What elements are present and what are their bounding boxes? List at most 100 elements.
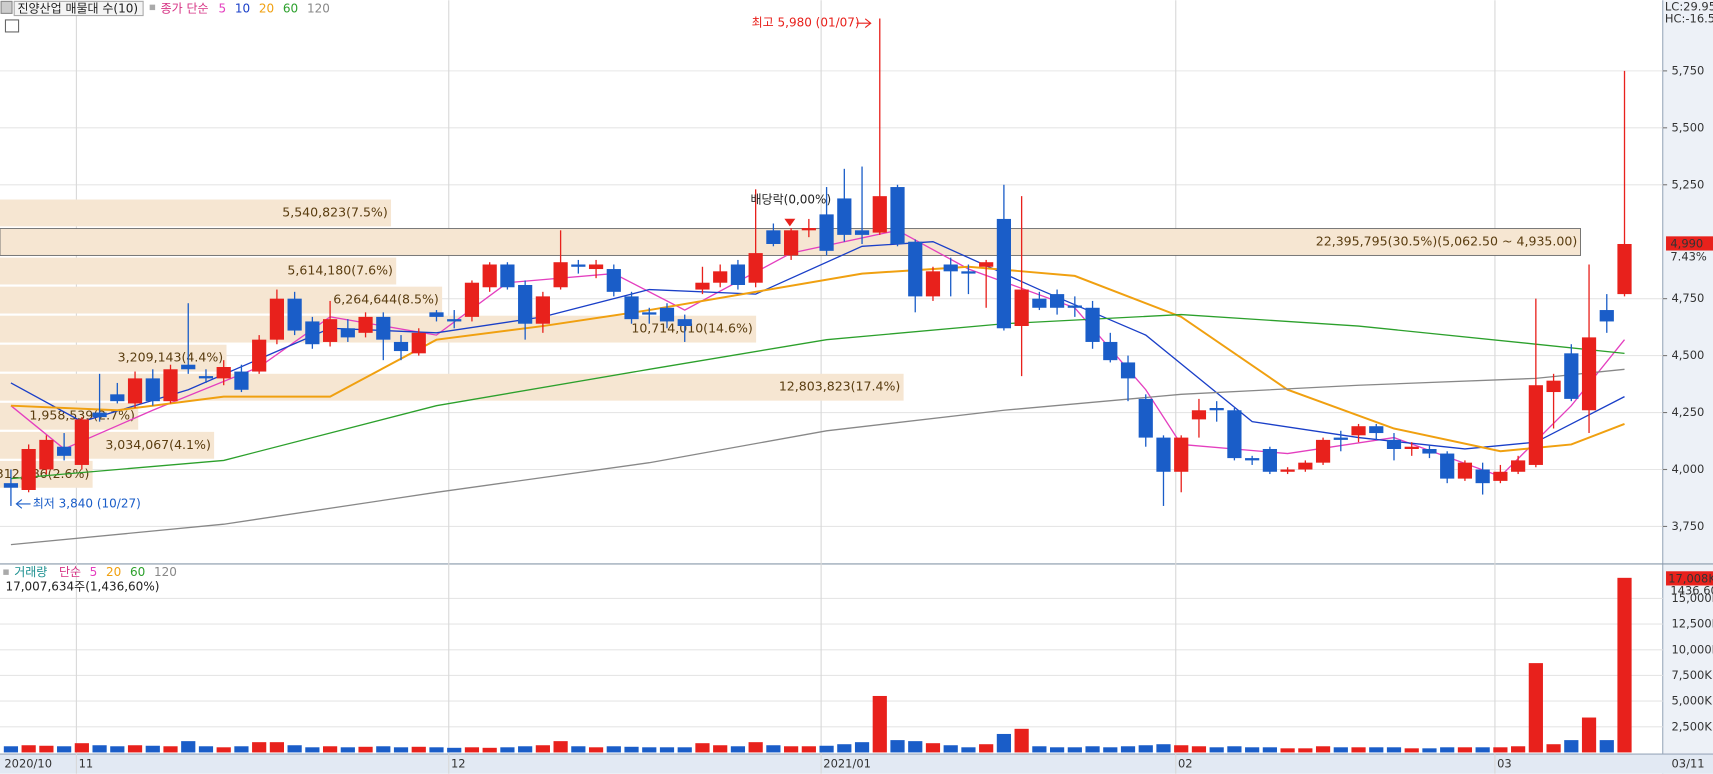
volume-bar — [553, 741, 568, 753]
volume-bar — [163, 746, 178, 753]
candle-body — [252, 339, 267, 372]
volume-bar — [1546, 744, 1561, 753]
volume-bar — [1333, 747, 1348, 753]
candle-body — [766, 230, 781, 244]
volume-band-label: 22,395,795(30.5%)(5,062.50 ~ 4,935.00) — [1316, 233, 1578, 248]
candle-body — [730, 264, 746, 285]
last-price-label: 4,990 — [1670, 236, 1703, 250]
candle-body — [1049, 294, 1065, 308]
table-icon[interactable] — [4, 19, 20, 33]
candle-body — [1032, 298, 1047, 308]
candle-body — [3, 483, 19, 488]
candle-body — [854, 230, 870, 235]
last-volume-label: 17,008K — [1668, 571, 1713, 585]
candle-body — [642, 312, 657, 315]
candle-body — [553, 262, 568, 288]
volume-bar — [1209, 747, 1224, 753]
y-tick-label: 4,750 — [1671, 291, 1704, 305]
volume-bar — [925, 743, 941, 753]
candle-body — [784, 230, 799, 256]
ex-dividend-marker — [784, 218, 796, 227]
volume-ratio-label: 1436.60 — [1670, 583, 1713, 597]
volume-bar — [1315, 746, 1331, 753]
legend-entry: 20 — [259, 2, 274, 16]
volume-bar — [801, 746, 816, 753]
volume-bar — [1599, 740, 1614, 753]
candle-body — [1067, 305, 1082, 308]
volume-bar — [837, 744, 852, 753]
candle-body — [837, 198, 852, 235]
volume-legend-entry: 60 — [130, 565, 145, 579]
legend-entry: 10 — [235, 2, 250, 16]
candle-body — [1617, 243, 1632, 295]
x-tick-label: 2020/10 — [4, 756, 52, 770]
y-tick-label: 5,250 — [1671, 177, 1704, 191]
low-arrow — [15, 499, 31, 509]
volume-bar — [1475, 747, 1490, 753]
hc-label: HC:-16.5 — [1665, 11, 1713, 25]
candle-body — [500, 264, 515, 288]
candle-body — [1191, 410, 1207, 420]
x-tick-label: 11 — [79, 756, 94, 770]
volume-bar — [1032, 746, 1047, 753]
volume-bar — [890, 740, 905, 753]
volume-bar — [713, 745, 728, 753]
ma-line — [10, 368, 1625, 546]
candle-body — [1475, 469, 1490, 484]
candle-body — [1103, 341, 1118, 361]
volume-bar — [784, 746, 799, 753]
menu-icon[interactable] — [0, 0, 13, 14]
volume-bar — [606, 746, 621, 753]
volume-bar — [908, 741, 923, 753]
volume-bar — [110, 746, 125, 753]
volume-bar — [411, 746, 426, 753]
candle-body — [234, 371, 249, 390]
volume-bar — [21, 745, 36, 753]
candle-body — [57, 446, 72, 456]
volume-bar — [500, 747, 515, 753]
volume-bar — [1245, 747, 1260, 753]
candle-body — [624, 296, 639, 320]
volume-bar — [127, 745, 143, 753]
candle-body — [110, 394, 125, 402]
legend-marker — [3, 569, 9, 575]
candle-body — [1120, 362, 1136, 379]
volume-bar — [1422, 748, 1437, 753]
volume-bar — [287, 745, 302, 753]
candle-body — [376, 316, 391, 340]
last-date: 03/11 — [1671, 756, 1704, 770]
volume-bar — [305, 747, 320, 753]
volume-bar — [1493, 747, 1508, 753]
volume-bar — [1351, 747, 1366, 753]
volume-bar — [1067, 747, 1082, 753]
title-box[interactable] — [13, 0, 144, 17]
candle-body — [748, 253, 763, 283]
candle-body — [872, 196, 887, 233]
volume-bar — [482, 747, 497, 753]
candle-body — [925, 271, 941, 297]
x-tick-label: 12 — [451, 756, 466, 770]
volume-tick-label: 5,000K — [1671, 694, 1712, 708]
volume-bar — [358, 746, 373, 753]
volume-bar — [730, 746, 746, 753]
volume-bar — [3, 746, 19, 753]
volume-bar — [588, 747, 604, 753]
volume-band-label: 12,803,823(17.4%) — [779, 379, 900, 394]
volume-bar — [1103, 747, 1118, 753]
volume-bar — [376, 746, 391, 753]
ex-dividend-annotation: 배당락(0,00%) — [751, 193, 832, 207]
volume-bar — [748, 742, 763, 753]
volume-info: 17,007,634주(1,436,60%) — [5, 579, 159, 593]
x-axis-panel — [0, 754, 1713, 774]
legend-label: 종가 단순 — [161, 2, 209, 16]
volume-bar — [57, 746, 72, 753]
volume-tick-label: 7,500K — [1671, 668, 1712, 682]
candle-body — [606, 269, 621, 292]
candle-body — [39, 439, 54, 470]
volume-bar — [571, 746, 586, 753]
volume-bar — [1457, 747, 1473, 753]
x-tick-label: 03 — [1497, 756, 1512, 770]
y-tick-label: 3,750 — [1671, 519, 1704, 533]
candle-body — [1262, 448, 1277, 472]
